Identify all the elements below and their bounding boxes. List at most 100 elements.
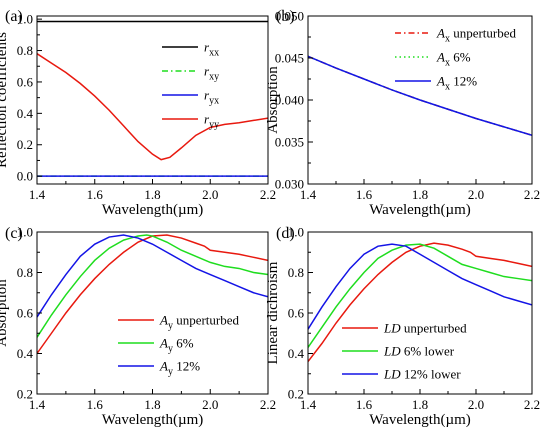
panel-b: (b) 1.4 1.6 1.8 2.0 2.2 0.030 0.035 0.040 0.045 0.… [265, 8, 540, 218]
legend-suffix: 6% [173, 336, 194, 351]
legend-suffix: 12% lower [401, 367, 462, 382]
x-tick-label: 1.4 [300, 187, 317, 202]
legend-label: rxy [204, 64, 219, 83]
series-line-ryy-3 [37, 53, 268, 161]
legend-suffix: unperturbed [401, 321, 468, 336]
panel-tag: (d) [276, 225, 295, 242]
legend-subscript: y [168, 367, 173, 378]
x-tick-label: 2.2 [524, 397, 540, 412]
y-tick-label: 0.2 [288, 387, 304, 402]
x-tick-label: 1.8 [144, 187, 160, 202]
legend-symbol: LD [383, 321, 401, 336]
y-tick-label: 0.8 [288, 265, 304, 280]
legend-suffix: unperturbed [450, 26, 517, 41]
legend-subscript: y [168, 344, 173, 355]
x-axis-label: Wavelength(µm) [369, 202, 471, 218]
series-line-ax-2 [308, 55, 532, 136]
panel-tag: (a) [5, 8, 23, 25]
x-tick-label: 2.0 [468, 397, 484, 412]
legend-symbol: A [159, 313, 168, 328]
x-tick-label: 1.6 [356, 187, 373, 202]
legend-symbol: A [436, 26, 445, 41]
legend-label: Ax 6% [436, 50, 471, 69]
y-tick-label: 0.4 [17, 106, 34, 121]
legend-subscript: x [445, 34, 450, 45]
x-tick-label: 2.0 [202, 397, 218, 412]
y-tick-label: 0.4 [288, 346, 305, 361]
legend-label: rxx [204, 40, 219, 59]
legend-subscript: yy [209, 120, 219, 131]
legend-label: Ax unperturbed [436, 26, 517, 45]
legend-symbol: r [204, 40, 210, 55]
series-line-ld-2 [308, 243, 532, 330]
y-tick-label: 0.2 [17, 387, 33, 402]
panel-tag: (c) [5, 225, 23, 242]
x-tick-label: 1.6 [87, 397, 104, 412]
series-line-ay-0 [37, 234, 268, 354]
y-tick-label: 0.8 [17, 43, 33, 58]
panel-d: (d) 1.4 1.6 1.8 2.0 2.2 0.2 0.4 0.6 0.8 1.0 Wavelen… [265, 225, 540, 429]
x-tick-label: 1.6 [87, 187, 104, 202]
legend-label: Ay unperturbed [159, 313, 240, 332]
x-tick-label: 2.2 [260, 397, 276, 412]
legend-symbol: A [159, 359, 168, 374]
legend-subscript: xx [209, 48, 219, 59]
legend-symbol: A [436, 50, 445, 65]
y-tick-label: 0.035 [275, 135, 304, 150]
series-line-ay-2 [37, 234, 268, 318]
x-tick-label: 1.4 [29, 397, 46, 412]
y-axis-label: Absorption [0, 279, 10, 347]
legend-symbol: A [159, 336, 168, 351]
x-axis-label: Wavelength(µm) [102, 202, 204, 218]
legend-symbol: LD [383, 367, 401, 382]
y-tick-label: 1.0 [17, 225, 33, 240]
legend-subscript: x [445, 58, 450, 69]
legend-subscript: yx [209, 96, 219, 107]
series-line-ax-0 [308, 55, 532, 136]
legend-subscript: y [168, 321, 173, 332]
y-tick-label: 0.8 [17, 265, 33, 280]
legend-label: LD 12% lower [383, 367, 461, 382]
x-tick-label: 1.8 [412, 187, 428, 202]
panel-c: (c) 1.4 1.6 1.8 2.0 2.2 0.2 0.4 0.6 0.8 1.0 Wavelen… [0, 225, 276, 429]
x-tick-label: 1.6 [356, 397, 373, 412]
legend-symbol: r [204, 64, 210, 79]
y-tick-label: 1.0 [17, 12, 33, 27]
legend-suffix: 6% [450, 50, 471, 65]
y-tick-label: 0.050 [275, 9, 304, 24]
legend-symbol: r [204, 88, 210, 103]
legend-suffix: 6% lower [401, 344, 455, 359]
legend-label: Ay 12% [159, 359, 200, 378]
legend-suffix: unperturbed [173, 313, 240, 328]
y-tick-label: 0.4 [17, 346, 34, 361]
legend-symbol: LD [383, 344, 401, 359]
series-line-ld-1 [308, 243, 532, 348]
x-tick-label: 2.0 [202, 187, 218, 202]
series-line-ax-1 [308, 55, 532, 136]
legend-label: ryy [204, 112, 219, 131]
y-tick-label: 0.6 [17, 306, 34, 321]
series-line-ld-0 [308, 242, 532, 363]
legend-label: Ay 6% [159, 336, 194, 355]
legend-subscript: x [445, 82, 450, 93]
y-tick-label: 0.6 [288, 306, 305, 321]
x-tick-label: 2.2 [260, 187, 276, 202]
x-tick-label: 1.4 [300, 397, 317, 412]
x-tick-label: 1.8 [144, 397, 160, 412]
legend-label: Ax 12% [436, 74, 477, 93]
y-tick-label: 0.045 [275, 51, 304, 66]
legend-suffix: 12% [450, 74, 477, 89]
x-axis-label: Wavelength(µm) [102, 412, 204, 428]
legend-symbol: A [436, 74, 445, 89]
panel-a: (a) 1.4 1.6 1.8 2.0 2.2 0.0 0.2 0.4 0.6 0.8 1.0 Wave… [0, 8, 276, 218]
x-tick-label: 2.2 [524, 187, 540, 202]
legend-symbol: r [204, 112, 210, 127]
series-line-ay-1 [37, 234, 268, 338]
y-tick-label: 0.0 [17, 169, 33, 184]
y-axis-label: Reflection coefficients [0, 32, 10, 168]
